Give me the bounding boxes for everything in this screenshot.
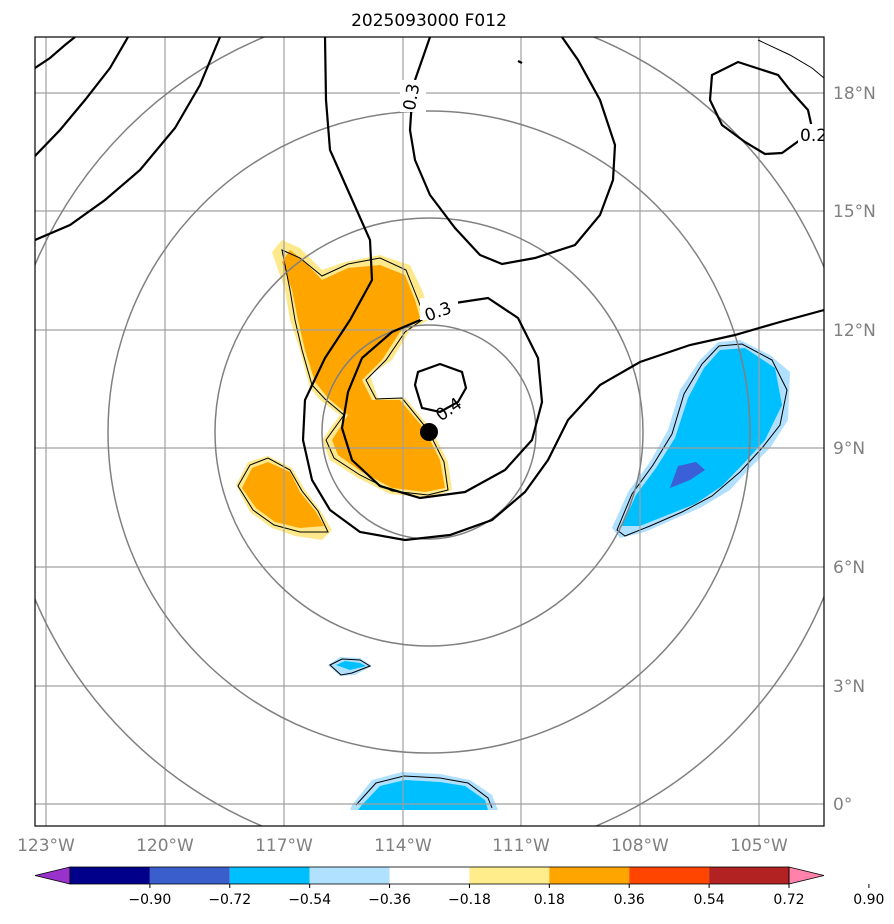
latitude-labels: 18°N 15°N 12°N 9°N 6°N 3°N 0°	[833, 84, 876, 815]
contour-label-0-2: 0.2	[800, 126, 827, 146]
lat-label: 6°N	[833, 558, 865, 578]
contour-ne-thin	[757, 39, 824, 79]
lon-label: 120°W	[136, 836, 194, 856]
longitude-labels: 123°W 120°W 117°W 114°W 111°W 108°W 105°…	[17, 836, 788, 856]
lon-label: 105°W	[730, 836, 788, 856]
lat-label: 12°N	[833, 321, 876, 341]
colorbar-tick-label: 0.72	[773, 892, 804, 908]
contour-main	[301, 37, 824, 542]
colorbar-tick-label: 0.90	[853, 892, 884, 908]
colorbar-tick-label: −0.18	[448, 892, 491, 908]
contour-0-4	[413, 362, 468, 414]
lat-label: 3°N	[833, 677, 865, 697]
anomaly-outlines	[237, 249, 788, 809]
lon-label: 108°W	[611, 836, 669, 856]
colorbar-segment	[70, 867, 150, 884]
contour-nw-2	[35, 37, 129, 157]
positive-anomaly-region-north-core	[282, 250, 445, 492]
lat-label: 15°N	[833, 202, 876, 222]
colorbar-segment	[309, 867, 390, 884]
storm-center-marker	[420, 423, 438, 441]
colorbar-outline	[69, 866, 790, 885]
colorbar-tick-label: −0.36	[368, 892, 411, 908]
colorbar-tick-label: 0.36	[614, 892, 645, 908]
colorbar-segment	[629, 867, 710, 884]
positive-anomaly-region-west-core	[242, 462, 324, 528]
figure-title: 2025093000 F012	[351, 11, 507, 31]
colorbar-segment	[709, 867, 789, 884]
colorbar-segment	[469, 867, 550, 884]
positive-anomaly-fill	[236, 240, 452, 540]
lat-label: 9°N	[833, 439, 865, 459]
map-frame	[34, 36, 825, 827]
contour-0-3-upper	[413, 37, 432, 81]
colorbar-tick-label: −0.90	[128, 892, 171, 908]
contour-0-3-inner	[340, 296, 544, 500]
contour-nw-3	[35, 37, 222, 242]
range-rings	[35, 37, 824, 826]
colorbar-tick-label: 0.18	[534, 892, 565, 908]
map-area: 0.3 0.3 0.4 0.2	[35, 37, 827, 826]
colorbar-tick-label: −0.72	[208, 892, 251, 908]
colorbar-extend-high	[788, 866, 825, 885]
colorbar-segment	[149, 867, 230, 884]
contour-nw-1	[35, 37, 76, 69]
lon-label: 114°W	[374, 836, 432, 856]
lon-label: 111°W	[492, 836, 550, 856]
lon-label: 117°W	[255, 836, 313, 856]
lat-label: 18°N	[833, 84, 876, 104]
colorbar-segment	[229, 867, 310, 884]
colorbar-tick-label: −0.54	[288, 892, 331, 908]
graticule	[35, 37, 824, 826]
lon-label: 123°W	[17, 836, 75, 856]
lat-label: 0°	[833, 795, 852, 815]
negative-anomaly-region-east-core	[622, 348, 782, 526]
contour-label-0-3-north: 0.3	[400, 82, 424, 112]
contour-small-loop	[517, 60, 523, 64]
colorbar-tick-label: 0.54	[694, 892, 725, 908]
negative-anomaly-region-small-core	[336, 661, 366, 670]
colorbar: −0.90 −0.72 −0.54 −0.36 −0.18 0.18 0.36 0.54 0.7…	[34, 866, 884, 908]
colorbar-segment	[549, 867, 630, 884]
colorbar-segment	[389, 867, 470, 884]
negative-anomaly-region-east-strong	[670, 462, 705, 488]
colorbar-extend-low	[34, 866, 71, 885]
negative-anomaly-region-south-core	[358, 780, 488, 810]
contour-0-3-outer	[408, 37, 617, 266]
